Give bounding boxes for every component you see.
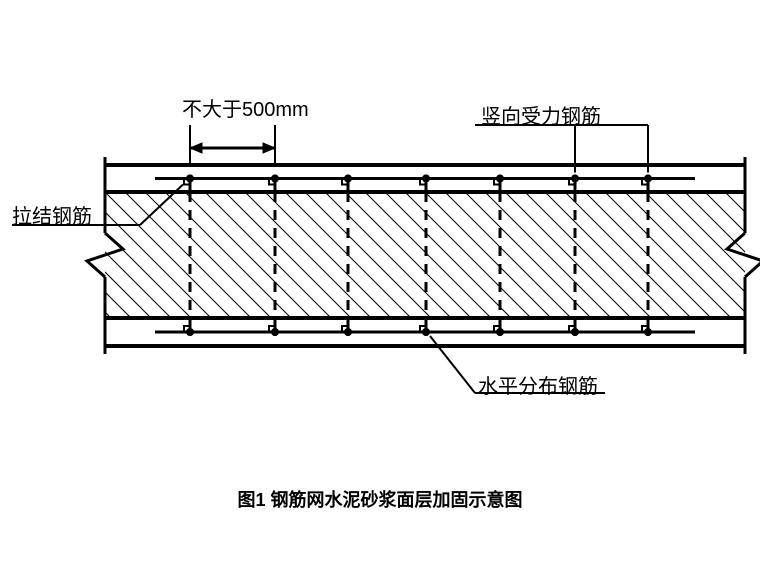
dimension-label: 不大于500mm: [182, 93, 309, 122]
horizontal-rebar-label: 水平分布钢筋: [478, 370, 598, 399]
tie-rebar-label: 拉结钢筋: [12, 200, 92, 229]
figure-caption: 图1 钢筋网水泥砂浆面层加固示意图: [0, 486, 760, 512]
diagram-svg: [0, 0, 760, 567]
vertical-rebar-label: 竖向受力钢筋: [481, 100, 601, 129]
